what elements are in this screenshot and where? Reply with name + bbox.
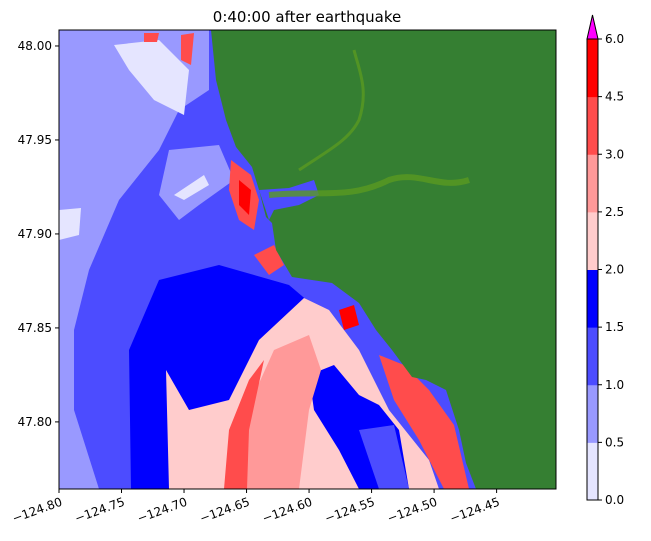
water-amplitude-4.5-6 (239, 180, 251, 215)
colorbar-segment (587, 96, 598, 155)
x-tick-label: −124.55 (323, 495, 377, 526)
colorbar-extend-arrow (586, 14, 599, 40)
water-amplitude-2.5-3 (239, 335, 321, 489)
colorbar-tick-label: 3.0 (605, 147, 624, 161)
colorbar-segment (587, 442, 598, 501)
colorbar-tick-label: 2.5 (605, 205, 624, 219)
y-tick-label: 47.85 (18, 321, 52, 335)
y-tick-label: 47.80 (18, 415, 52, 429)
colorbar-tick-label: 1.5 (605, 320, 624, 334)
water-amplitude-3-4.5 (144, 33, 159, 42)
x-axis: −124.80 −124.75 −124.70 −124.65 −124.60 −124.… (10, 489, 502, 526)
y-axis: 47.80 47.85 47.90 47.95 48.00 (18, 39, 59, 429)
water-amplitude-1-1.5 (359, 425, 409, 489)
water-amplitude-3-4.5 (379, 355, 469, 489)
x-tick-label: −124.75 (73, 495, 127, 526)
water-amplitude-3-4.5 (254, 245, 284, 275)
colorbar-tick-label: 2.0 (605, 263, 624, 277)
water-amplitude-0-0.5 (174, 175, 209, 200)
water-amplitude-3-4.5 (181, 33, 194, 65)
water-amplitude-0-0.5 (59, 208, 81, 240)
colorbar-tick-label: 0.5 (605, 435, 624, 449)
x-tick-label: −124.65 (198, 495, 252, 526)
river (298, 49, 365, 172)
colorbar-segment (587, 39, 598, 98)
y-tick-label: 47.90 (18, 227, 52, 241)
colorbar-segment (587, 154, 598, 213)
colorbar-tick-label: 4.5 (605, 90, 624, 104)
colorbar-tick-label: 0.0 (605, 493, 624, 507)
colorbar-segment (587, 327, 598, 386)
estuary-water (259, 180, 319, 220)
colorbar-segment (587, 211, 598, 270)
x-tick-label: −124.80 (10, 495, 64, 526)
colorbar: 0.0 0.5 1.0 1.5 2.0 2.5 3.0 4.5 6.0 (586, 14, 624, 507)
colorbar-segment (587, 269, 598, 328)
water-amplitude-3-4.5 (224, 360, 264, 489)
river (268, 174, 470, 198)
chart-title: 0:40:00 after earthquake (213, 8, 401, 26)
water-amplitude-4.5-6 (339, 305, 359, 330)
x-tick-label: −124.50 (385, 495, 439, 526)
colorbar-segment (587, 384, 598, 443)
y-tick-label: 48.00 (18, 39, 52, 53)
x-tick-label: −124.45 (448, 495, 502, 526)
map-plot-area: −124.80 −124.75 −124.70 −124.65 −124.60 −124.… (10, 29, 557, 526)
plot-frame (58, 29, 557, 490)
land (211, 30, 556, 489)
water-amplitude-0-0.5 (114, 40, 189, 115)
colorbar-tick-label: 6.0 (605, 32, 624, 46)
x-tick-label: −124.70 (135, 495, 189, 526)
colorbar-tick-label: 1.0 (605, 378, 624, 392)
water-amplitude-0.5-1 (59, 30, 209, 489)
x-tick-label: −124.60 (260, 495, 314, 526)
y-tick-label: 47.95 (18, 133, 52, 147)
